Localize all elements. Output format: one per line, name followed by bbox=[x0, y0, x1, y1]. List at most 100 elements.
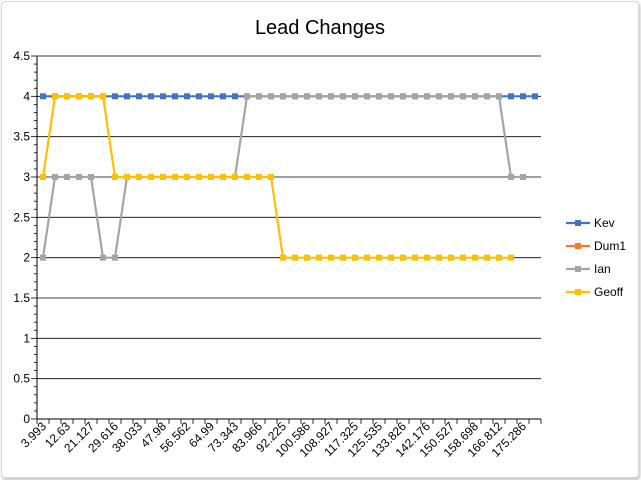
data-point-kev bbox=[148, 93, 154, 100]
legend-marker-kev bbox=[575, 220, 581, 226]
data-point-kev bbox=[532, 93, 538, 100]
data-point-geoff bbox=[64, 93, 70, 100]
data-point-ian bbox=[520, 174, 526, 180]
data-point-kev bbox=[508, 93, 514, 100]
y-tick-label: 4 bbox=[23, 89, 30, 103]
data-point-kev bbox=[220, 93, 226, 100]
data-point-ian bbox=[352, 93, 358, 100]
data-point-geoff bbox=[208, 174, 214, 180]
y-tick-label: 3 bbox=[23, 170, 30, 184]
data-point-geoff bbox=[256, 174, 262, 180]
data-point-geoff bbox=[304, 254, 310, 261]
data-point-geoff bbox=[508, 254, 514, 261]
data-point-ian bbox=[424, 93, 430, 100]
data-point-ian bbox=[460, 93, 466, 100]
data-point-ian bbox=[412, 93, 418, 100]
data-point-ian bbox=[100, 254, 106, 261]
y-tick-label: 3.5 bbox=[13, 130, 30, 144]
data-point-geoff bbox=[280, 254, 286, 261]
data-point-geoff bbox=[184, 174, 190, 180]
y-tick-label: 4.5 bbox=[13, 49, 30, 63]
data-point-ian bbox=[304, 93, 310, 100]
data-point-ian bbox=[76, 174, 82, 180]
data-point-ian bbox=[268, 93, 274, 100]
data-point-geoff bbox=[136, 174, 142, 180]
legend-marker-ian bbox=[575, 266, 581, 272]
data-point-kev bbox=[124, 93, 130, 100]
data-point-geoff bbox=[340, 254, 346, 261]
data-point-geoff bbox=[124, 174, 130, 180]
data-point-kev bbox=[208, 93, 214, 100]
data-point-ian bbox=[112, 254, 118, 261]
legend-label-dum1: Dum1 bbox=[594, 239, 626, 253]
data-point-ian bbox=[316, 93, 322, 100]
y-axis: 0 0.5 1 1.5 2 2.5 3 3.5 4 4.5 bbox=[13, 49, 38, 426]
data-point-ian bbox=[436, 93, 442, 100]
legend-marker-geoff bbox=[575, 289, 581, 295]
legend-label-kev: Kev bbox=[594, 216, 615, 230]
plot-area bbox=[40, 93, 538, 261]
data-point-kev bbox=[136, 93, 142, 100]
data-point-kev bbox=[196, 93, 202, 100]
chart-title: Lead Changes bbox=[255, 17, 385, 39]
data-point-geoff bbox=[52, 93, 58, 100]
data-point-geoff bbox=[496, 254, 502, 261]
data-point-geoff bbox=[76, 93, 82, 100]
series-line-geoff bbox=[41, 95, 511, 259]
data-point-geoff bbox=[484, 254, 490, 261]
data-point-ian bbox=[280, 93, 286, 100]
x-axis: 3.99312.6321.12729.61638.03347.9856.5626… bbox=[18, 418, 542, 460]
data-point-ian bbox=[364, 93, 370, 100]
data-point-ian bbox=[88, 174, 94, 180]
data-point-ian bbox=[400, 93, 406, 100]
data-point-kev bbox=[160, 93, 166, 100]
y-tick-label: 1.5 bbox=[13, 291, 30, 305]
data-point-ian bbox=[496, 93, 502, 100]
data-point-ian bbox=[244, 93, 250, 100]
data-point-geoff bbox=[220, 174, 226, 180]
data-point-geoff bbox=[352, 254, 358, 261]
data-point-kev bbox=[112, 93, 118, 100]
data-point-geoff bbox=[376, 254, 382, 261]
data-point-geoff bbox=[196, 174, 202, 180]
data-point-geoff bbox=[328, 254, 334, 261]
data-point-ian bbox=[448, 93, 454, 100]
data-point-ian bbox=[256, 93, 262, 100]
legend-marker-dum1 bbox=[575, 243, 581, 249]
data-point-geoff bbox=[232, 174, 238, 180]
data-point-geoff bbox=[172, 174, 178, 180]
data-point-geoff bbox=[424, 254, 430, 261]
data-point-kev bbox=[520, 93, 526, 100]
data-point-geoff bbox=[100, 93, 106, 100]
legend-label-geoff: Geoff bbox=[594, 285, 624, 299]
data-point-ian bbox=[508, 174, 514, 180]
y-tick-label: 1 bbox=[23, 331, 30, 345]
data-point-geoff bbox=[436, 254, 442, 261]
data-point-ian bbox=[328, 93, 334, 100]
data-point-ian bbox=[388, 93, 394, 100]
data-point-geoff bbox=[364, 254, 370, 261]
data-point-ian bbox=[376, 93, 382, 100]
data-point-ian bbox=[40, 254, 46, 261]
data-point-kev bbox=[172, 93, 178, 100]
data-point-kev bbox=[40, 93, 46, 100]
data-point-geoff bbox=[244, 174, 250, 180]
legend: Kev Dum1 Ian Geoff bbox=[566, 216, 626, 299]
data-point-kev bbox=[232, 93, 238, 100]
data-point-geoff bbox=[388, 254, 394, 261]
data-point-ian bbox=[292, 93, 298, 100]
data-point-geoff bbox=[160, 174, 166, 180]
data-point-ian bbox=[484, 93, 490, 100]
y-tick-label: 2.5 bbox=[13, 210, 30, 224]
y-tick-label: 2 bbox=[23, 251, 30, 265]
data-point-geoff bbox=[448, 254, 454, 261]
data-point-geoff bbox=[460, 254, 466, 261]
gridlines bbox=[37, 55, 541, 380]
data-point-geoff bbox=[40, 174, 46, 180]
data-point-ian bbox=[52, 174, 58, 180]
data-point-geoff bbox=[148, 174, 154, 180]
y-tick-label: 0 bbox=[23, 412, 30, 426]
data-point-ian bbox=[340, 93, 346, 100]
data-point-geoff bbox=[112, 174, 118, 180]
